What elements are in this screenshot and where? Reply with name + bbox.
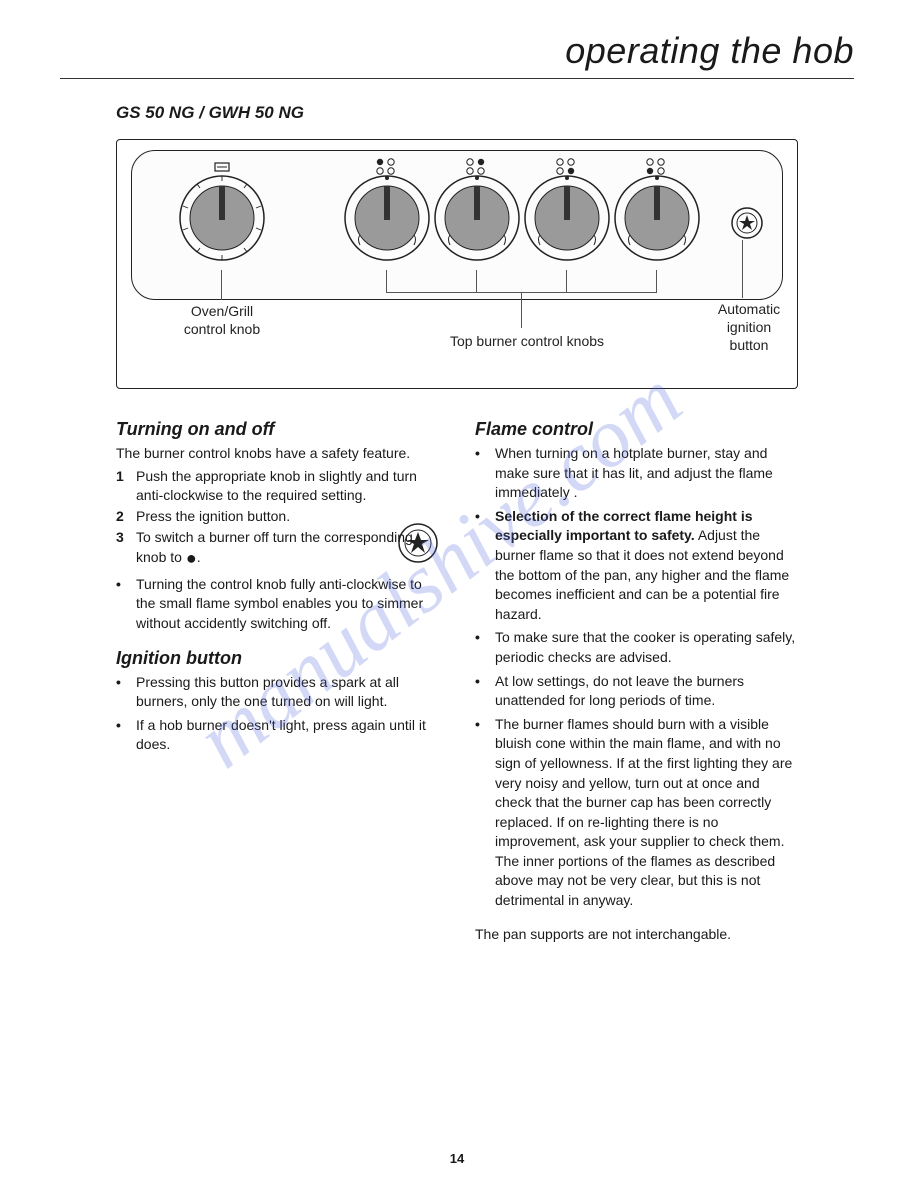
- leader-line: [386, 270, 387, 292]
- burner-knob-2: [432, 173, 522, 263]
- footer-text: The pan supports are not interchangable.: [475, 925, 798, 944]
- model-heading: GS 50 NG / GWH 50 NG: [116, 103, 854, 123]
- bullet-text: When turning on a hotplate burner, stay …: [495, 444, 798, 503]
- section-heading: Flame control: [475, 419, 798, 440]
- leader-line: [566, 270, 567, 292]
- burner-knob-1: [342, 173, 432, 263]
- bullet-list: Pressing this button provides a spark at…: [116, 673, 439, 755]
- list-item: Selection of the correct flame height is…: [475, 507, 798, 625]
- bullet-text: Pressing this button provides a spark at…: [136, 673, 439, 712]
- steps-list: 1Push the appropriate knob in slightly a…: [116, 467, 439, 571]
- left-column: Turning on and off The burner control kn…: [116, 419, 439, 948]
- bullet-text: Selection of the correct flame height is…: [495, 507, 798, 625]
- bullet-text: To make sure that the cooker is operatin…: [495, 628, 798, 667]
- oven-knob-label: Oven/Grill control knob: [167, 302, 277, 338]
- step-text: To switch a burner off turn the correspo…: [136, 528, 439, 571]
- list-item: 2Press the ignition button.: [116, 507, 439, 526]
- list-item: Pressing this button provides a spark at…: [116, 673, 439, 712]
- step-text: Press the ignition button.: [136, 507, 290, 526]
- top-burner-label: Top burner control knobs: [417, 332, 637, 350]
- oven-grill-knob: [177, 173, 267, 263]
- bullet-text: At low settings, do not leave the burner…: [495, 672, 798, 711]
- panel-inner: [131, 150, 783, 300]
- right-column: Flame control When turning on a hotplate…: [475, 419, 798, 948]
- bullet-list: Turning the control knob fully anti-cloc…: [116, 575, 439, 634]
- oven-indicator-icon: [214, 159, 230, 169]
- ignition-button-icon: [730, 206, 764, 240]
- bullet-text: Turning the control knob fully anti-cloc…: [136, 575, 439, 634]
- list-item: To make sure that the cooker is operatin…: [475, 628, 798, 667]
- list-item: The burner flames should burn with a vis…: [475, 715, 798, 911]
- content-columns: Turning on and off The burner control kn…: [116, 419, 798, 948]
- list-item: 1Push the appropriate knob in slightly a…: [116, 467, 439, 505]
- page-number: 14: [0, 1151, 914, 1166]
- bullet-list: When turning on a hotplate burner, stay …: [475, 444, 798, 911]
- page-title: operating the hob: [60, 30, 854, 79]
- bullet-text: If a hob burner doesn't light, press aga…: [136, 716, 439, 755]
- burner-knob-4: [612, 173, 702, 263]
- ignition-label: Automatic ignition button: [699, 300, 799, 355]
- burner-knob-3: [522, 173, 612, 263]
- list-item: If a hob burner doesn't light, press aga…: [116, 716, 439, 755]
- leader-line: [656, 270, 657, 292]
- leader-line: [221, 270, 222, 300]
- intro-text: The burner control knobs have a safety f…: [116, 444, 439, 463]
- control-panel-diagram: Oven/Grill control knob Top burner contr…: [116, 139, 798, 389]
- list-item: Turning the control knob fully anti-cloc…: [116, 575, 439, 634]
- list-item: At low settings, do not leave the burner…: [475, 672, 798, 711]
- leader-line: [742, 240, 743, 298]
- leader-line: [521, 292, 522, 328]
- off-dot-icon: ●: [186, 548, 197, 568]
- section-heading: Ignition button: [116, 648, 439, 669]
- leader-line: [476, 270, 477, 292]
- list-item: 3To switch a burner off turn the corresp…: [116, 528, 439, 571]
- list-item: When turning on a hotplate burner, stay …: [475, 444, 798, 503]
- step-text: Push the appropriate knob in slightly an…: [136, 467, 439, 505]
- section-heading: Turning on and off: [116, 419, 439, 440]
- bullet-text: The burner flames should burn with a vis…: [495, 715, 798, 911]
